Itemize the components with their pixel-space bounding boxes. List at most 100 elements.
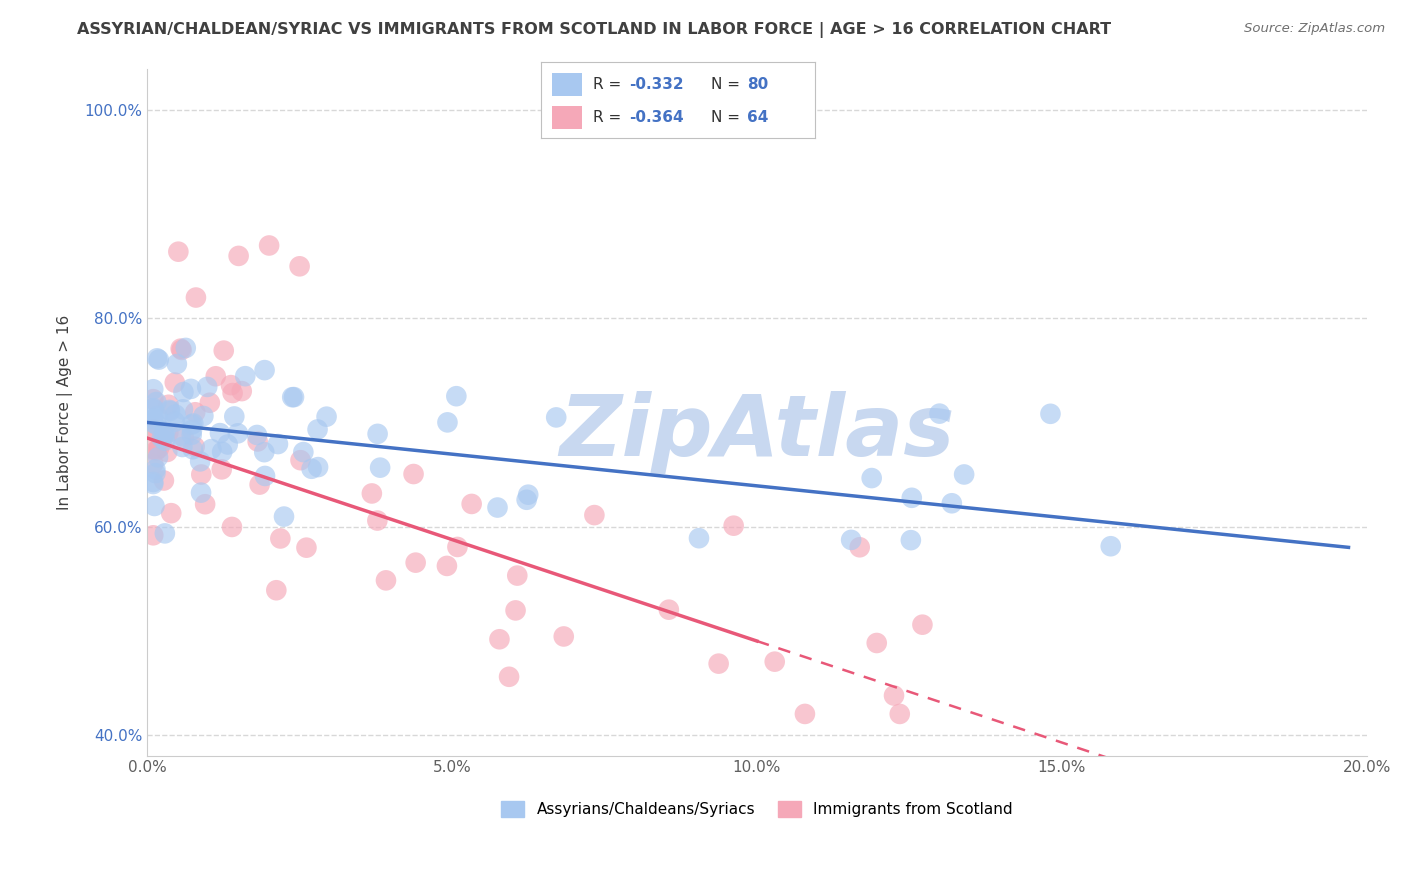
Point [315, 409, 337, 424]
Point [156, 445, 179, 459]
Point [184, 291, 207, 305]
Point [436, 416, 458, 430]
Point [288, 260, 311, 274]
Point [553, 630, 575, 644]
Point [157, 425, 180, 440]
Point [212, 343, 235, 358]
Point [295, 541, 318, 555]
Legend: Assyrians/Chaldeans/Syriacs, Immigrants from Scotland: Assyrians/Chaldeans/Syriacs, Immigrants … [495, 796, 1019, 823]
Y-axis label: In Labor Force | Age > 16: In Labor Force | Age > 16 [58, 314, 73, 509]
Point [360, 486, 382, 500]
Point [159, 404, 181, 418]
Point [506, 568, 529, 582]
Point [142, 416, 165, 430]
Point [219, 378, 242, 392]
Point [181, 423, 204, 437]
Point [498, 670, 520, 684]
Point [402, 467, 425, 481]
Point [180, 382, 202, 396]
Point [366, 514, 388, 528]
Text: N =: N = [711, 111, 745, 125]
Point [839, 533, 862, 547]
Point [153, 430, 176, 444]
Text: N =: N = [711, 77, 745, 92]
Point [181, 442, 204, 457]
Point [283, 390, 305, 404]
Point [249, 477, 271, 491]
Point [446, 389, 468, 403]
Point [860, 471, 883, 485]
Point [253, 445, 276, 459]
Point [181, 417, 204, 431]
Point [190, 485, 212, 500]
Point [155, 424, 177, 438]
Point [143, 499, 166, 513]
Text: 80: 80 [747, 77, 768, 92]
Point [405, 556, 427, 570]
Point [142, 401, 165, 415]
Point [166, 357, 188, 371]
Point [167, 244, 190, 259]
Point [142, 442, 165, 457]
Point [183, 440, 205, 454]
Text: R =: R = [593, 111, 627, 125]
Point [160, 506, 183, 520]
Point [198, 395, 221, 409]
Point [146, 417, 169, 432]
Point [193, 409, 215, 423]
Point [546, 410, 568, 425]
Point [165, 408, 187, 422]
Point [866, 636, 889, 650]
Point [153, 434, 176, 448]
Point [224, 409, 246, 424]
Point [146, 351, 169, 366]
Point [231, 384, 253, 398]
Point [221, 386, 243, 401]
Point [173, 430, 195, 444]
Point [153, 426, 176, 441]
Point [307, 422, 329, 436]
Text: -0.332: -0.332 [628, 77, 683, 92]
Point [226, 426, 249, 441]
Point [172, 440, 194, 454]
Point [163, 415, 186, 429]
Point [172, 384, 194, 399]
Point [267, 437, 290, 451]
Point [292, 445, 315, 459]
Point [486, 500, 509, 515]
Point [273, 509, 295, 524]
Point [170, 343, 193, 357]
Point [211, 462, 233, 476]
Point [257, 238, 280, 252]
Point [180, 427, 202, 442]
Point [763, 655, 786, 669]
Point [953, 467, 976, 482]
Point [148, 442, 170, 456]
Bar [553, 106, 582, 129]
Point [169, 342, 191, 356]
Point [517, 488, 540, 502]
Point [194, 497, 217, 511]
Point [233, 369, 256, 384]
Point [583, 508, 606, 522]
Point [228, 249, 250, 263]
Point [142, 402, 165, 417]
Point [195, 380, 218, 394]
Bar [553, 73, 582, 95]
Point [254, 469, 277, 483]
Point [368, 460, 391, 475]
Point [153, 526, 176, 541]
Point [367, 426, 389, 441]
Point [142, 475, 165, 489]
Point [157, 403, 180, 417]
Point [169, 428, 191, 442]
Point [150, 431, 173, 445]
Point [375, 574, 398, 588]
Point [446, 540, 468, 554]
Point [460, 497, 482, 511]
Point [146, 450, 169, 465]
Point [145, 395, 167, 409]
Point [208, 426, 231, 441]
Point [941, 496, 963, 510]
Point [221, 520, 243, 534]
